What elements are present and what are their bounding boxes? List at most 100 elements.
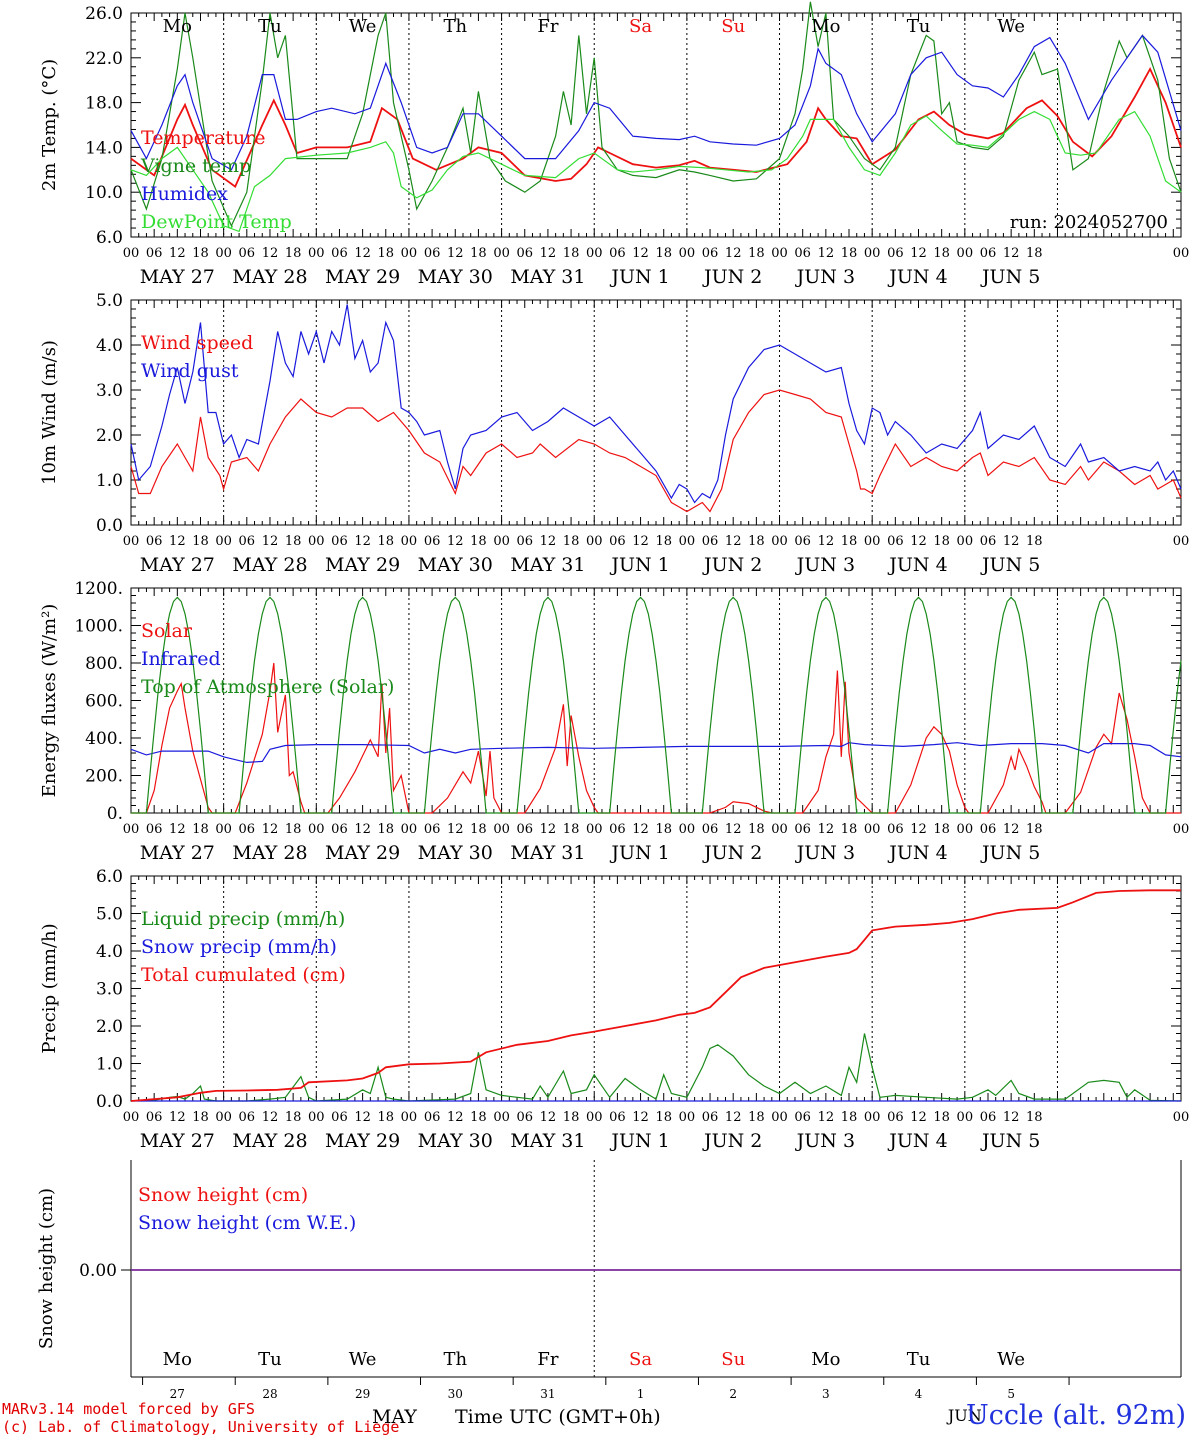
hour-tick-label: 06 bbox=[424, 534, 441, 549]
hour-tick-label: 18 bbox=[655, 822, 672, 837]
hour-tick-label: 18 bbox=[378, 1110, 395, 1125]
hour-tick-label: 00 bbox=[1173, 246, 1190, 261]
hour-tick-label: 12 bbox=[725, 822, 742, 837]
weekday-label: Th bbox=[443, 16, 467, 37]
hour-tick-label: 18 bbox=[1026, 534, 1043, 549]
hour-tick-label: 12 bbox=[447, 246, 464, 261]
hour-tick-label: 06 bbox=[980, 1110, 997, 1125]
hour-tick-label: 12 bbox=[725, 534, 742, 549]
hour-tick-label: 18 bbox=[563, 1110, 580, 1125]
date-label: MAY 28 bbox=[232, 842, 307, 864]
day-number-label: 1 bbox=[637, 1387, 645, 1401]
hour-tick-label: 18 bbox=[841, 1110, 858, 1125]
hour-tick-label: 18 bbox=[841, 246, 858, 261]
hour-tick-label: 06 bbox=[424, 1110, 441, 1125]
hour-tick-label: 18 bbox=[378, 534, 395, 549]
hour-tick-label: 12 bbox=[354, 1110, 371, 1125]
hour-tick-label: 06 bbox=[609, 1110, 626, 1125]
hour-tick-label: 00 bbox=[864, 534, 881, 549]
hour-tick-label: 00 bbox=[957, 822, 974, 837]
hour-tick-label: 18 bbox=[192, 1110, 209, 1125]
panel-frame bbox=[130, 12, 1182, 238]
hour-tick-label: 00 bbox=[215, 246, 232, 261]
weekday-label: Th bbox=[443, 1349, 467, 1370]
weekday-label: Tu bbox=[907, 1349, 931, 1370]
hour-tick-label: 18 bbox=[933, 822, 950, 837]
legend-entry: Wind gust bbox=[141, 360, 239, 382]
panel-frame bbox=[130, 587, 1182, 814]
hour-tick-label: 00 bbox=[1173, 534, 1190, 549]
hour-tick-label: 12 bbox=[910, 822, 927, 837]
hour-tick-label: 18 bbox=[748, 1110, 765, 1125]
weekday-label: Tu bbox=[258, 1349, 282, 1370]
date-label: JUN 3 bbox=[795, 842, 855, 864]
hour-tick-label: 06 bbox=[887, 822, 904, 837]
hour-tick-label: 06 bbox=[794, 246, 811, 261]
month-label: MAY bbox=[372, 1406, 417, 1428]
hour-tick-label: 18 bbox=[563, 534, 580, 549]
hour-tick-label: 00 bbox=[308, 822, 325, 837]
hour-tick-label: 18 bbox=[1026, 1110, 1043, 1125]
y-tick-label: 200. bbox=[85, 767, 123, 787]
hour-tick-label: 06 bbox=[239, 534, 256, 549]
y-tick-label: 0.0 bbox=[96, 1092, 123, 1112]
date-label: MAY 30 bbox=[418, 1130, 493, 1152]
weekday-label: Mo bbox=[163, 1349, 192, 1370]
y-tick-label: 22.0 bbox=[85, 49, 123, 69]
y-axis-label: Snow height (cm) bbox=[36, 1188, 57, 1349]
hour-tick-label: 12 bbox=[540, 822, 557, 837]
hour-tick-label: 00 bbox=[493, 822, 510, 837]
hour-tick-label: 12 bbox=[262, 822, 279, 837]
y-tick-label: 5.0 bbox=[96, 291, 123, 311]
model-credit: MARv3.14 model forced by GFS bbox=[2, 1400, 255, 1418]
hour-tick-label: 06 bbox=[702, 246, 719, 261]
hour-tick-label: 18 bbox=[470, 534, 487, 549]
hour-tick-label: 06 bbox=[609, 246, 626, 261]
y-tick-label: 6.0 bbox=[96, 867, 123, 887]
hour-tick-label: 18 bbox=[378, 822, 395, 837]
hour-tick-label: 00 bbox=[493, 534, 510, 549]
y-tick-label: 2.0 bbox=[96, 426, 123, 446]
date-label: JUN 5 bbox=[980, 842, 1040, 864]
hour-tick-label: 12 bbox=[169, 822, 186, 837]
hour-tick-label: 06 bbox=[794, 1110, 811, 1125]
hour-tick-label: 00 bbox=[123, 246, 140, 261]
date-label: MAY 30 bbox=[418, 842, 493, 864]
hour-tick-label: 12 bbox=[169, 1110, 186, 1125]
weekday-label: Mo bbox=[163, 16, 192, 37]
hour-tick-label: 06 bbox=[146, 822, 163, 837]
weekday-label: Fr bbox=[537, 1349, 558, 1370]
weekday-label: We bbox=[349, 1349, 377, 1370]
y-tick-label: 4.0 bbox=[96, 336, 123, 356]
hour-tick-label: 06 bbox=[702, 1110, 719, 1125]
date-label: JUN 5 bbox=[980, 554, 1040, 576]
hour-tick-label: 06 bbox=[887, 1110, 904, 1125]
y-axis-label: Energy fluxes (W/m²) bbox=[39, 604, 60, 798]
date-label: MAY 27 bbox=[140, 266, 215, 288]
hour-tick-label: 12 bbox=[632, 822, 649, 837]
hour-tick-label: 06 bbox=[239, 1110, 256, 1125]
hour-tick-label: 00 bbox=[957, 1110, 974, 1125]
series-line-total-cumulated-cm bbox=[130, 889, 1181, 1102]
date-label: JUN 1 bbox=[609, 554, 669, 576]
hour-tick-label: 06 bbox=[331, 246, 348, 261]
hour-tick-label: 06 bbox=[516, 1110, 533, 1125]
date-label: JUN 1 bbox=[609, 1130, 669, 1152]
weekday-label: Sa bbox=[629, 16, 652, 37]
hour-tick-label: 00 bbox=[1173, 822, 1190, 837]
hour-tick-label: 00 bbox=[771, 822, 788, 837]
legend-entry: Infrared bbox=[141, 648, 221, 670]
day-number-label: 29 bbox=[355, 1387, 370, 1401]
y-axis-label: 2m Temp. (°C) bbox=[39, 59, 60, 191]
hour-tick-label: 12 bbox=[354, 534, 371, 549]
hour-tick-label: 18 bbox=[563, 246, 580, 261]
series-line-humidex bbox=[130, 34, 1182, 171]
hour-tick-label: 00 bbox=[586, 822, 603, 837]
legend-entry: DewPoint Temp bbox=[141, 211, 292, 233]
hour-tick-label: 00 bbox=[401, 246, 418, 261]
credits: MARv3.14 model forced by GFS (c) Lab. of… bbox=[2, 1400, 399, 1436]
date-label: JUN 4 bbox=[887, 554, 947, 576]
day-number-label: 4 bbox=[915, 1387, 923, 1401]
date-label: JUN 1 bbox=[609, 842, 669, 864]
hour-tick-label: 18 bbox=[655, 534, 672, 549]
